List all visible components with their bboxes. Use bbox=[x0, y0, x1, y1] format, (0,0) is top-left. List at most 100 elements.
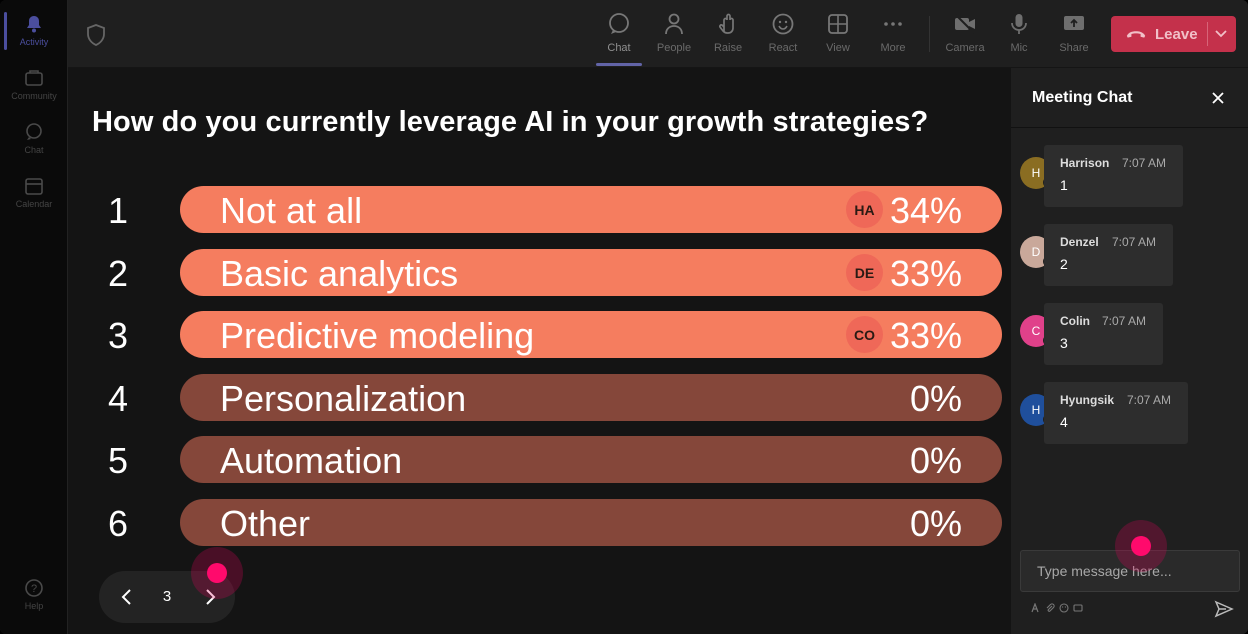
rail-item-community[interactable]: Community bbox=[0, 60, 68, 110]
emoji-icon[interactable] bbox=[1059, 603, 1069, 613]
rail-item-calendar[interactable]: Calendar bbox=[0, 168, 68, 218]
rail-item-chat[interactable]: Chat bbox=[0, 114, 68, 164]
poll-option[interactable]: 5 Automation 0% bbox=[68, 436, 1010, 484]
share-button[interactable]: Share bbox=[1049, 10, 1099, 62]
message-input[interactable] bbox=[1021, 551, 1239, 591]
message-text: 1 bbox=[1060, 177, 1068, 193]
leave-label: Leave bbox=[1155, 25, 1198, 43]
rail-item-activity[interactable]: Activity bbox=[0, 6, 68, 56]
more-label: More bbox=[880, 42, 906, 54]
option-bar bbox=[180, 374, 1002, 421]
raise-label: Raise bbox=[713, 42, 743, 54]
raise-hand-button[interactable]: Raise bbox=[703, 10, 753, 62]
message-time: 7:07 AM bbox=[1112, 235, 1157, 249]
more-button[interactable]: More bbox=[868, 10, 918, 62]
option-percent: 0% bbox=[909, 378, 962, 419]
rail-label: Community bbox=[11, 91, 57, 101]
option-number: 4 bbox=[108, 378, 129, 419]
meeting-chat-panel: Meeting Chat H Harrison 7:07 AM 1 D Denz… bbox=[1010, 68, 1248, 634]
chat-title: Meeting Chat bbox=[1032, 89, 1133, 106]
option-label: Not at all bbox=[220, 190, 363, 231]
option-label: Basic analytics bbox=[220, 253, 459, 294]
message-composer bbox=[1020, 550, 1240, 592]
leave-button[interactable]: Leave bbox=[1111, 16, 1236, 52]
option-number: 2 bbox=[108, 253, 129, 294]
grid-view-icon bbox=[828, 14, 848, 34]
share-label: Share bbox=[1059, 42, 1089, 54]
chevron-left-icon[interactable] bbox=[117, 587, 137, 607]
poll-question: How do you currently leverage AI in your… bbox=[92, 106, 929, 138]
attach-icon[interactable] bbox=[1045, 603, 1055, 613]
view-button[interactable]: View bbox=[813, 10, 863, 62]
mic-button[interactable]: Mic bbox=[994, 10, 1044, 62]
chevron-right-icon[interactable] bbox=[200, 587, 220, 607]
option-number: 3 bbox=[108, 315, 129, 356]
rail-label: Activity bbox=[19, 37, 49, 47]
more-dots-icon bbox=[884, 22, 902, 26]
option-percent: 0% bbox=[909, 503, 962, 544]
poll-option[interactable]: 3 Predictive modeling CO 33% bbox=[68, 311, 1010, 359]
option-label: Personalization bbox=[220, 378, 467, 419]
chat-button[interactable]: Chat bbox=[594, 10, 644, 62]
close-icon[interactable] bbox=[1210, 90, 1226, 106]
camera-button[interactable]: Camera bbox=[940, 10, 990, 62]
option-percent: 33% bbox=[889, 253, 962, 294]
shield-icon[interactable] bbox=[86, 24, 106, 46]
sender-name: Denzel bbox=[1060, 235, 1099, 249]
message-text: 3 bbox=[1060, 335, 1068, 351]
option-number: 6 bbox=[108, 503, 129, 544]
chat-icon bbox=[26, 123, 42, 140]
message-bubble: Denzel 7:07 AM 2 bbox=[1044, 224, 1173, 286]
chat-message: H Hyungsik 7:07 AM 4 bbox=[1011, 382, 1248, 446]
click-indicator bbox=[191, 547, 243, 599]
poll-option[interactable]: 1 Not at all HA 34% bbox=[68, 186, 1010, 234]
bell-icon bbox=[27, 16, 41, 33]
camera-label: Camera bbox=[945, 42, 985, 54]
message-text: 2 bbox=[1060, 256, 1068, 272]
rail-item-help[interactable]: ? Help bbox=[0, 570, 68, 620]
phone-hangup-icon bbox=[1126, 31, 1146, 38]
message-text: 4 bbox=[1060, 414, 1068, 430]
chat-message: H Harrison 7:07 AM 1 bbox=[1011, 145, 1248, 209]
react-button[interactable]: React bbox=[758, 10, 808, 62]
format-icon[interactable] bbox=[1031, 603, 1041, 613]
option-bar bbox=[180, 436, 1002, 483]
rail-label: Chat bbox=[24, 145, 44, 155]
sender-name: Hyungsik bbox=[1060, 393, 1115, 407]
message-time: 7:07 AM bbox=[1122, 156, 1167, 170]
poll-stage: How do you currently leverage AI in your… bbox=[68, 68, 1010, 634]
react-label: React bbox=[768, 42, 798, 54]
svg-text:?: ? bbox=[31, 583, 37, 595]
rail-label: Help bbox=[24, 601, 44, 611]
voter-avatar: DE bbox=[846, 254, 883, 291]
active-tab-indicator bbox=[596, 63, 642, 66]
voter-avatar: CO bbox=[846, 316, 883, 353]
page-number: 3 bbox=[162, 588, 172, 605]
option-percent: 33% bbox=[889, 315, 962, 356]
message-bubble: Hyungsik 7:07 AM 4 bbox=[1044, 382, 1188, 444]
meeting-toolbar: Chat People Raise React View More Camera bbox=[68, 0, 1248, 68]
voter-avatar: HA bbox=[846, 191, 883, 228]
sender-name: Colin bbox=[1060, 314, 1090, 328]
send-icon[interactable] bbox=[1214, 599, 1234, 619]
chat-label: Chat bbox=[607, 42, 631, 54]
help-icon: ? bbox=[25, 579, 43, 597]
gif-icon[interactable] bbox=[1073, 603, 1083, 613]
chat-message: C Colin 7:07 AM 3 bbox=[1011, 303, 1248, 367]
poll-option[interactable]: 4 Personalization 0% bbox=[68, 374, 1010, 422]
people-label: People bbox=[656, 42, 692, 54]
chat-message: D Denzel 7:07 AM 2 bbox=[1011, 224, 1248, 288]
mic-label: Mic bbox=[1010, 42, 1028, 54]
share-screen-icon bbox=[1064, 16, 1084, 30]
people-button[interactable]: People bbox=[649, 10, 699, 62]
chat-icon bbox=[609, 13, 629, 34]
option-bar bbox=[180, 499, 1002, 546]
poll-option[interactable]: 6 Other 0% bbox=[68, 499, 1010, 547]
option-number: 1 bbox=[108, 190, 129, 231]
option-percent: 34% bbox=[889, 190, 962, 231]
chat-header: Meeting Chat bbox=[1011, 68, 1248, 128]
poll-option[interactable]: 2 Basic analytics DE 33% bbox=[68, 249, 1010, 297]
leave-divider bbox=[1207, 22, 1208, 46]
chevron-down-icon[interactable] bbox=[1213, 25, 1229, 41]
